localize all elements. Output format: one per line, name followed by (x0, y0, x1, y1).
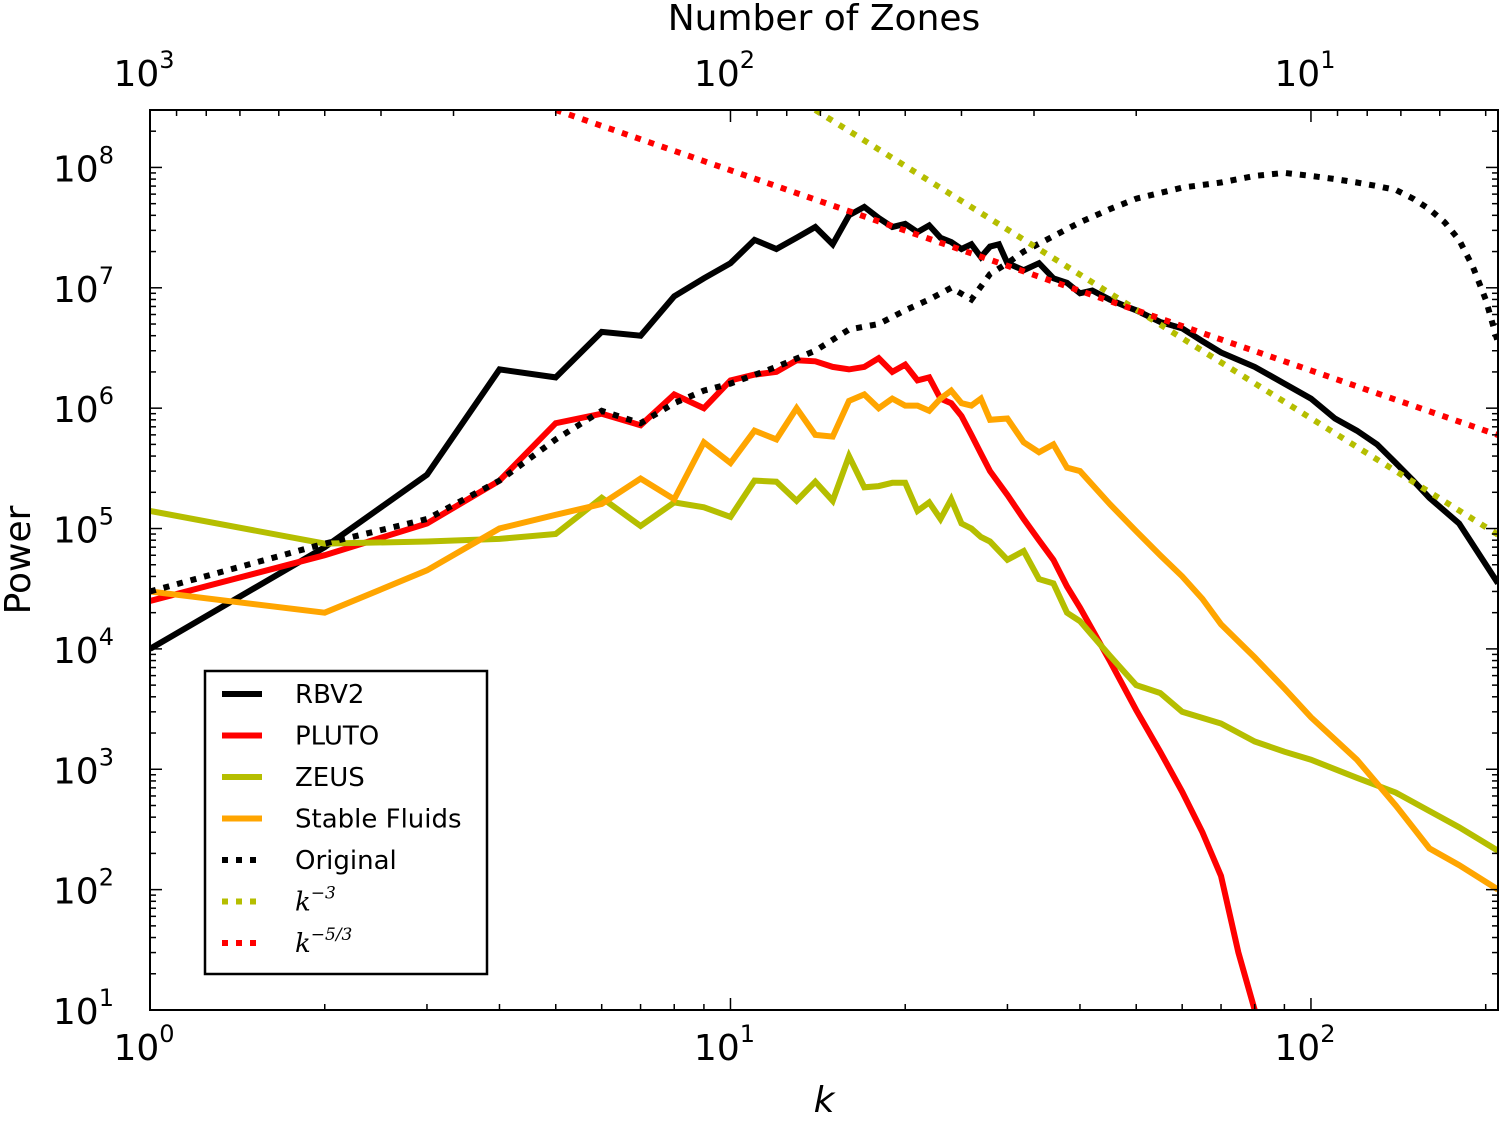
y-tick-label-7: 108 (53, 141, 114, 190)
legend-label-4: Original (295, 846, 397, 876)
y-tick-label-1: 102 (53, 864, 114, 913)
legend-label-6: k−5/3 (295, 925, 352, 959)
y-tick-label-4: 105 (53, 503, 114, 552)
y-tick-label-5: 106 (53, 382, 114, 431)
series-line-1 (150, 354, 1258, 1010)
y-tick-label-6: 107 (53, 262, 114, 311)
plot-frame (149, 109, 1499, 1011)
top-axis-title: Number of Zones (668, 0, 981, 39)
series-line-3 (150, 386, 1498, 893)
top-tick-label-2: 101 (1274, 46, 1335, 95)
legend-label-5: k−3 (295, 884, 336, 918)
x-tick-label-1: 101 (694, 1020, 755, 1069)
series-line-4 (150, 169, 1498, 595)
legend-box (203, 669, 489, 976)
series-line-6 (554, 110, 1498, 438)
legend: RBV2 PLUTO ZEUS Stable Fluids Original k−3 k−5… (203, 669, 489, 976)
legend-label-2: ZEUS (295, 763, 365, 793)
y-tick-label-2: 103 (53, 743, 114, 792)
legend-label-0: RBV2 (295, 680, 364, 710)
top-tick-label-1: 102 (694, 46, 755, 95)
x-tick-label-2: 102 (1274, 1020, 1335, 1069)
y-axis-title: Power (0, 505, 39, 614)
series-line-2 (150, 448, 1498, 854)
series-line-0 (150, 203, 1498, 652)
top-tick-label-0: 103 (113, 46, 174, 95)
legend-label-1: PLUTO (295, 722, 379, 752)
x-axis-title: k (814, 1080, 837, 1121)
legend-label-3: Stable Fluids (295, 805, 462, 835)
x-tick-label-0: 100 (113, 1020, 174, 1069)
y-tick-label-0: 101 (53, 984, 114, 1033)
y-tick-label-3: 104 (53, 623, 114, 672)
series-layer (150, 110, 1498, 1010)
ticks-layer (149, 109, 1498, 1011)
